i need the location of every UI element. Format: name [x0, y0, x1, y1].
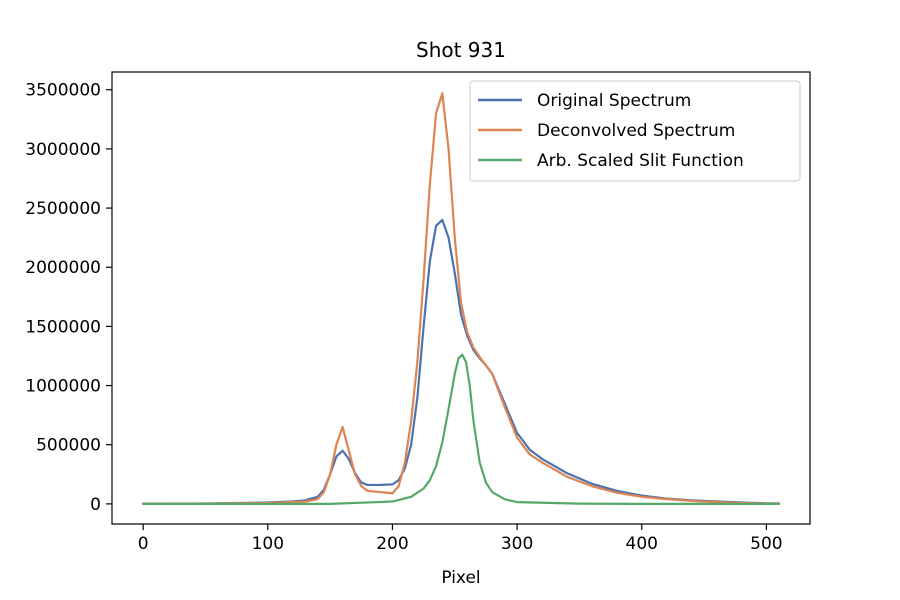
y-tick-label: 3500000: [25, 81, 101, 101]
y-tick-label: 3000000: [25, 140, 101, 160]
y-tick-label: 2000000: [25, 258, 101, 278]
x-tick-label: 400: [626, 534, 658, 554]
x-tick-label: 0: [138, 534, 149, 554]
legend: Original Spectrum Deconvolved Spectrum Arb…: [469, 80, 801, 182]
y-tick-label: 500000: [36, 436, 101, 456]
x-axis-label: Pixel: [441, 568, 480, 588]
series-line-1: [142, 218, 780, 505]
series-layer: [142, 92, 780, 505]
legend-label: Deconvolved Spectrum: [537, 121, 735, 141]
legend-label: Original Spectrum: [537, 91, 691, 111]
x-tick-label: 300: [501, 534, 533, 554]
legend-box: [469, 80, 801, 182]
x-tick-label: 500: [750, 534, 782, 554]
y-tick-label: 2500000: [25, 199, 101, 219]
y-axis: 0 500000 1000000 1500000 2000000 2500000 30000…: [25, 81, 112, 515]
y-tick-label: 1000000: [25, 377, 101, 397]
x-axis: 0 100 200 300 400 500: [138, 524, 783, 554]
series-line-2: [142, 92, 780, 505]
chart-title: Shot 931: [416, 38, 506, 62]
legend-label: Arb. Scaled Slit Function: [537, 151, 744, 171]
x-tick-label: 100: [252, 534, 284, 554]
y-tick-label: 1500000: [25, 317, 101, 337]
series-line-3: [142, 353, 780, 505]
y-tick-label: 0: [90, 495, 101, 515]
x-tick-label: 200: [376, 534, 408, 554]
